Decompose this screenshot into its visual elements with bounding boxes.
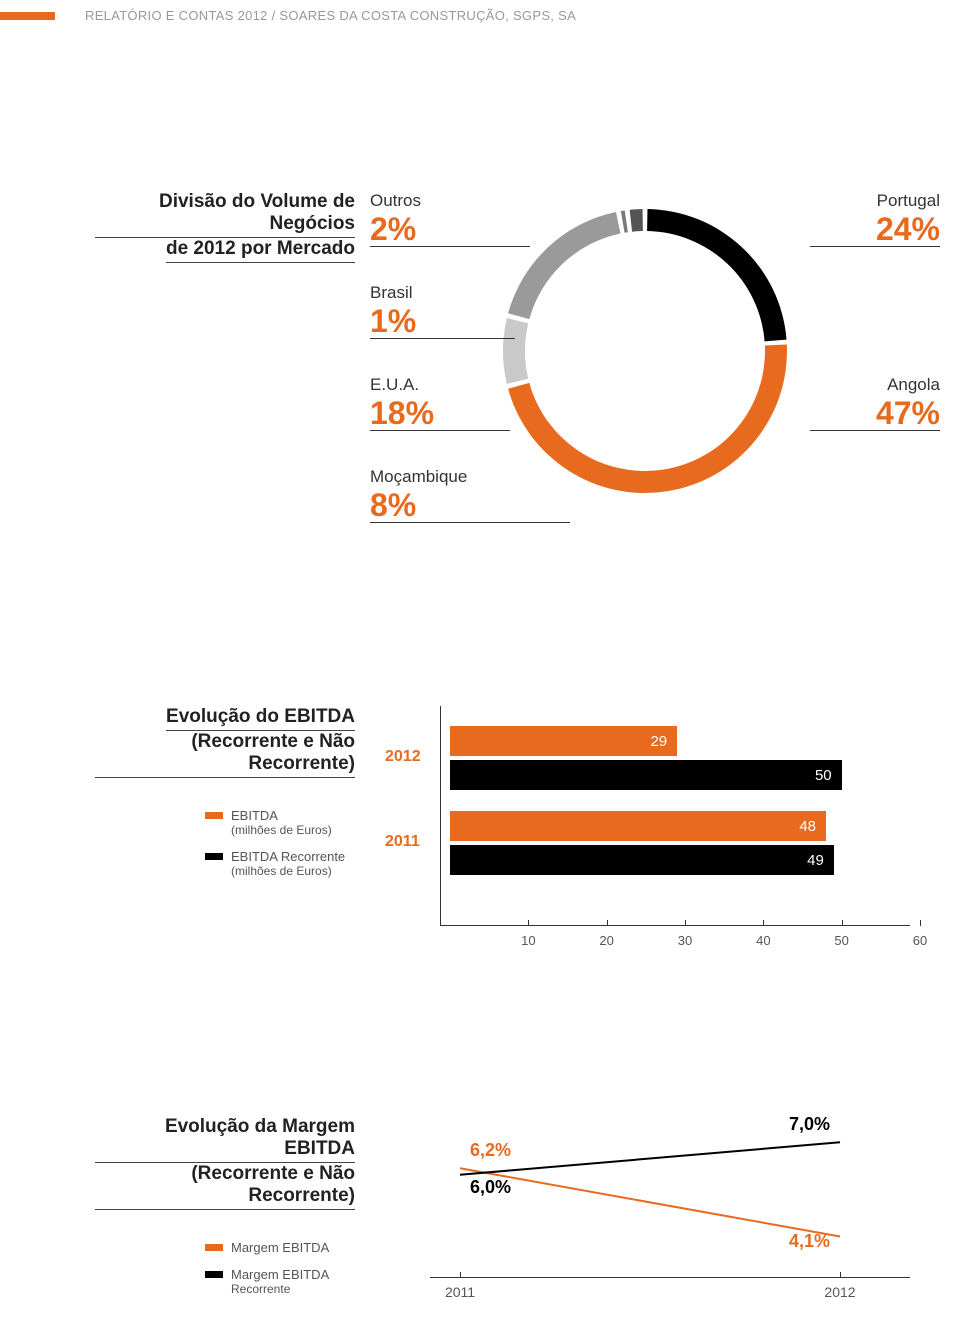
- donut-slice: [621, 210, 628, 232]
- line-legend: Margem EBITDA Margem EBITDA Recorrente: [95, 1240, 355, 1296]
- line-title-line2: (Recorrente e Não Recorrente): [95, 1163, 355, 1210]
- label-mocambique: Moçambique 8%: [370, 467, 570, 524]
- line-svg: [370, 1116, 910, 1276]
- bar-x-axis: [440, 925, 910, 926]
- legend-ebitda-rec: EBITDA Recorrente (milhões de Euros): [205, 849, 355, 878]
- line-title-line1: Evolução da Margem EBITDA: [95, 1116, 355, 1163]
- legend-swatch-margem-rec: [205, 1271, 223, 1278]
- donut-chart: [495, 201, 795, 501]
- bar-y-axis: [440, 706, 441, 926]
- line-title-block: Evolução da Margem EBITDA (Recorrente e …: [95, 1116, 370, 1308]
- bar-tick-label: 30: [678, 933, 692, 948]
- donut-section: Divisão do Volume de Negócios de 2012 po…: [0, 191, 960, 551]
- bar-tick-label: 20: [599, 933, 613, 948]
- line-value-label: 6,2%: [470, 1140, 511, 1161]
- header-text: RELATÓRIO E CONTAS 2012 / SOARES DA COST…: [85, 8, 576, 23]
- series-line: [460, 1168, 840, 1236]
- donut-title: Divisão do Volume de Negócios de 2012 po…: [95, 191, 370, 551]
- bar-chart: 2950201248492011102030405060: [370, 706, 910, 946]
- bar-title-line1: Evolução do EBITDA: [166, 706, 355, 731]
- series-line: [460, 1142, 840, 1175]
- legend-swatch-margem: [205, 1244, 223, 1251]
- line-section: Evolução da Margem EBITDA (Recorrente e …: [0, 1116, 960, 1308]
- bar-tick-label: 60: [913, 933, 927, 948]
- bar-section: Evolução do EBITDA (Recorrente e Não Rec…: [0, 706, 960, 946]
- header-accent: [0, 12, 55, 20]
- legend-margem-ebitda: Margem EBITDA: [205, 1240, 355, 1255]
- legend-swatch-recorrente: [205, 853, 223, 860]
- bar-title-block: Evolução do EBITDA (Recorrente e Não Rec…: [95, 706, 370, 946]
- report-header: RELATÓRIO E CONTAS 2012 / SOARES DA COST…: [0, 0, 960, 31]
- line-chart: 6,2%6,0%7,0%4,1%20112012: [370, 1116, 910, 1296]
- donut-title-line1: Divisão do Volume de Negócios: [95, 191, 355, 238]
- bar-title-line2: (Recorrente e Não Recorrente): [95, 731, 355, 778]
- line-value-label: 4,1%: [789, 1231, 830, 1252]
- bar-recorrente: 49: [450, 845, 834, 875]
- bar-tick-label: 10: [521, 933, 535, 948]
- legend-ebitda: EBITDA (milhões de Euros): [205, 808, 355, 837]
- donut-area: Outros 2% Brasil 1% E.U.A. 18% Moçambiqu…: [370, 191, 940, 551]
- line-value-label: 7,0%: [789, 1114, 830, 1135]
- legend-margem-rec: Margem EBITDA Recorrente: [205, 1267, 355, 1296]
- bar-tick-label: 40: [756, 933, 770, 948]
- bar-year-label: 2012: [385, 748, 421, 766]
- label-angola: Angola 47%: [810, 375, 940, 432]
- donut-slice: [647, 209, 786, 341]
- line-x-label: 2012: [824, 1284, 855, 1300]
- label-brasil: Brasil 1%: [370, 283, 515, 340]
- donut-slice: [630, 209, 643, 232]
- label-eua: E.U.A. 18%: [370, 375, 510, 432]
- bar-tick-label: 50: [834, 933, 848, 948]
- line-x-label: 2011: [445, 1284, 475, 1300]
- bar-legend: EBITDA (milhões de Euros) EBITDA Recorre…: [95, 808, 355, 878]
- bar-recorrente: 50: [450, 760, 842, 790]
- bar-ebitda: 29: [450, 726, 677, 756]
- label-portugal: Portugal 24%: [810, 191, 940, 248]
- label-outros: Outros 2%: [370, 191, 530, 248]
- line-value-label: 6,0%: [470, 1177, 511, 1198]
- legend-swatch-ebitda: [205, 812, 223, 819]
- bar-year-label: 2011: [385, 833, 420, 851]
- bar-ebitda: 48: [450, 811, 826, 841]
- line-x-axis: [430, 1277, 910, 1278]
- donut-title-line2: de 2012 por Mercado: [166, 238, 355, 263]
